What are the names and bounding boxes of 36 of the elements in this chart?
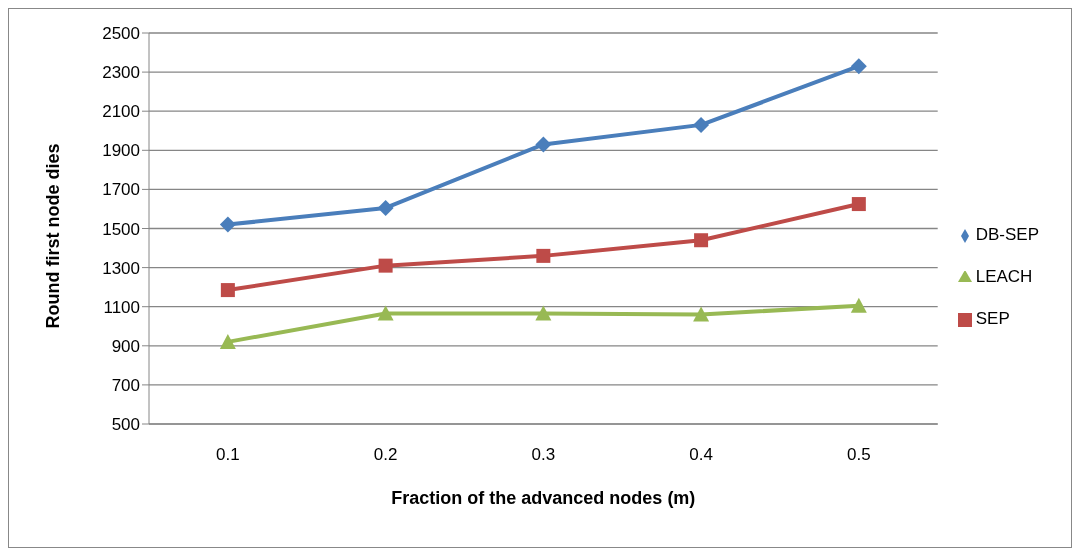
legend-label: SEP [975,309,1010,328]
point [851,197,866,212]
y-tick-label: 1500 [102,219,140,239]
point [850,58,867,75]
point [219,333,236,349]
point [693,306,710,322]
point [219,216,236,233]
legend-label: LEACH [975,267,1033,286]
point [536,248,551,263]
point [694,233,709,248]
y-tick-label: 2500 [102,24,140,44]
y-tick-label: 1300 [102,258,140,278]
point [220,283,235,298]
y-tick-label: 1100 [103,297,140,317]
y-tick-label: 700 [111,375,140,395]
point [378,258,393,273]
y-tick-label: 900 [111,336,140,356]
point [377,199,394,216]
point [850,297,867,313]
legend-label: DB-SEP [975,225,1039,244]
point [693,116,710,133]
y-tick-label: 1900 [102,141,140,161]
x-tick-label: 0.2 [373,445,398,465]
y-tick-label: 2300 [102,63,140,83]
x-tick-label: 0.5 [847,445,871,465]
x-tick-label: 0.4 [689,445,713,465]
point [377,305,394,321]
point [535,136,552,153]
y-axis-title: Round first node dies [43,143,64,329]
x-tick-label: 0.3 [531,445,556,465]
point [535,305,552,321]
y-tick-label: 500 [111,415,140,435]
x-tick-label: 0.1 [216,445,240,465]
x-axis-title: Fraction of the advanced nodes (m) [391,488,696,508]
y-tick-label: 1700 [102,180,140,200]
y-tick-label: 2100 [102,102,140,122]
